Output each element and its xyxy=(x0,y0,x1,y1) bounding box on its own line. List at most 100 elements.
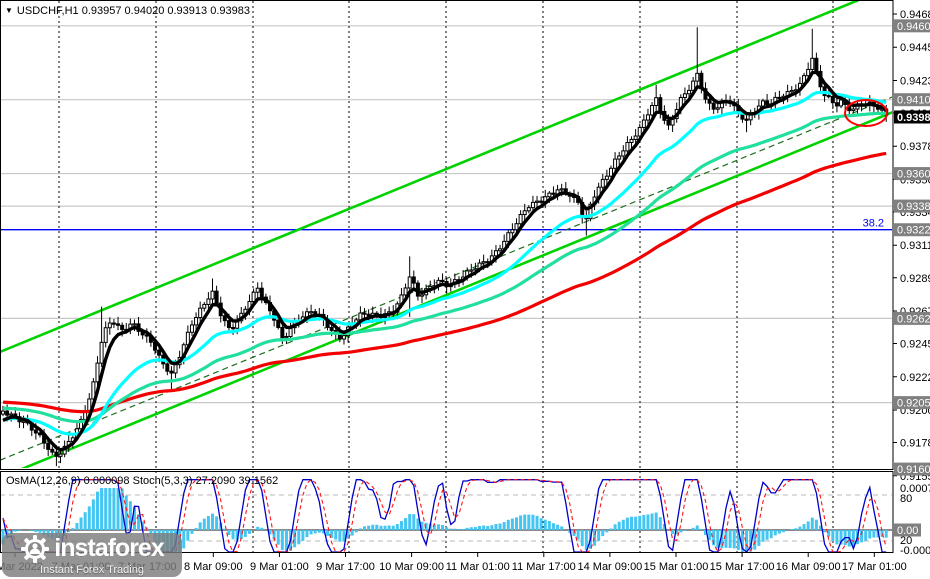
ma-spring xyxy=(2,111,887,424)
osma-bar xyxy=(247,530,251,534)
candle xyxy=(650,102,655,119)
osma-bar xyxy=(683,530,687,531)
osma-bar xyxy=(194,527,198,530)
candle xyxy=(411,270,416,288)
osma-bar xyxy=(309,530,313,535)
candle xyxy=(522,203,527,221)
time-tick-label: 14 Mar 09:00 xyxy=(577,561,642,573)
indicator-readout: OsMA(12,26,9) 0.000098 Stoch(5,3,3) 27.2… xyxy=(6,475,278,487)
candle xyxy=(95,356,100,389)
osma-bar xyxy=(839,530,843,545)
osma-bar xyxy=(597,530,601,541)
price-tick-label: 0.94680 xyxy=(900,9,930,21)
osma-bar xyxy=(498,523,502,530)
osma-bar xyxy=(371,524,375,530)
osma-bar xyxy=(831,530,835,542)
candle xyxy=(695,27,700,89)
highlight-ellipse-annotation[interactable] xyxy=(844,99,888,127)
osma-bar xyxy=(100,488,104,530)
osma-bar xyxy=(223,528,227,530)
osma-bar xyxy=(387,525,391,530)
osma-bar xyxy=(293,530,297,548)
osma-bar xyxy=(539,518,543,530)
osma-bar xyxy=(334,530,338,540)
candle xyxy=(251,288,256,304)
time-tick-label: 16 Mar 09:00 xyxy=(776,561,841,573)
candlestick-series xyxy=(1,27,889,467)
osma-bar xyxy=(112,488,116,530)
osma-bar xyxy=(814,519,818,530)
candle xyxy=(189,320,194,336)
osma-bar xyxy=(391,525,395,530)
candle xyxy=(222,312,227,327)
candle xyxy=(600,173,605,191)
osma-bar xyxy=(420,521,424,530)
osma-bar xyxy=(777,530,781,534)
price-axis: 0.946800.944550.942300.940100.937850.935… xyxy=(893,9,930,557)
osma-bar xyxy=(416,518,420,530)
osma-bar xyxy=(556,524,560,530)
osma-bar xyxy=(449,528,453,530)
osma-bar xyxy=(42,530,46,536)
stoch-label: Stoch(5,3,3) xyxy=(132,475,193,487)
osma-bar xyxy=(625,517,629,530)
osma-value: 0.000098 xyxy=(83,475,130,487)
osma-bar xyxy=(284,530,288,552)
time-tick-label: 9 Mar 17:00 xyxy=(316,561,375,573)
upper-channel[interactable] xyxy=(0,0,893,353)
candle xyxy=(111,318,116,328)
osma-bar xyxy=(408,514,412,530)
stoch-d-line xyxy=(2,478,887,552)
ohlc-low: 0.93913 xyxy=(167,5,208,17)
candle xyxy=(362,308,367,318)
osma-bar xyxy=(531,514,535,530)
price-level-box xyxy=(894,93,930,107)
osma-bar xyxy=(412,514,416,530)
stoch-k-line xyxy=(2,479,887,552)
osma-bar xyxy=(761,530,765,542)
lower-channel[interactable] xyxy=(0,110,893,478)
osma-bar xyxy=(321,530,325,534)
osma-bar xyxy=(17,530,21,531)
osma-bar xyxy=(584,530,588,551)
osma-bar xyxy=(572,530,576,536)
osma-bar xyxy=(720,530,724,549)
osma-bar xyxy=(276,530,280,545)
candle xyxy=(744,112,749,133)
osma-bar xyxy=(235,530,239,541)
osma-bar xyxy=(280,530,284,551)
fibo-38-2-label: 38.2 xyxy=(863,218,884,230)
time-tick-label: 8 Mar 09:00 xyxy=(184,561,243,573)
price-level-box xyxy=(894,167,930,181)
main-panel-border xyxy=(0,0,894,470)
osma-bar xyxy=(506,519,510,530)
osma-bar xyxy=(490,525,494,530)
osma-bar xyxy=(769,530,773,539)
candle xyxy=(687,84,692,99)
osma-bar xyxy=(634,516,638,530)
osma-bar xyxy=(301,530,305,541)
osma-bar xyxy=(757,530,761,546)
osma-bar xyxy=(576,530,580,540)
osma-label: OsMA(12,26,9) xyxy=(6,475,81,487)
candle xyxy=(810,28,815,76)
osma-bar xyxy=(868,530,872,539)
chevron-down-icon[interactable]: ▼ xyxy=(5,6,13,15)
osma-bar xyxy=(404,518,408,530)
time-tick-label: 11 Mar 01:00 xyxy=(446,561,510,573)
candle xyxy=(255,282,260,299)
candle xyxy=(116,316,121,331)
current-price-label: 0.93983 xyxy=(897,112,930,124)
osma-bar xyxy=(87,506,91,530)
price-level-box xyxy=(894,199,930,213)
osma-bar xyxy=(441,524,445,530)
osma-bar xyxy=(260,527,264,530)
osma-bar xyxy=(67,530,71,533)
osma-bar xyxy=(182,530,186,549)
osma-bar xyxy=(243,530,247,537)
osma-bar xyxy=(363,526,367,530)
osma-bar xyxy=(71,528,75,530)
